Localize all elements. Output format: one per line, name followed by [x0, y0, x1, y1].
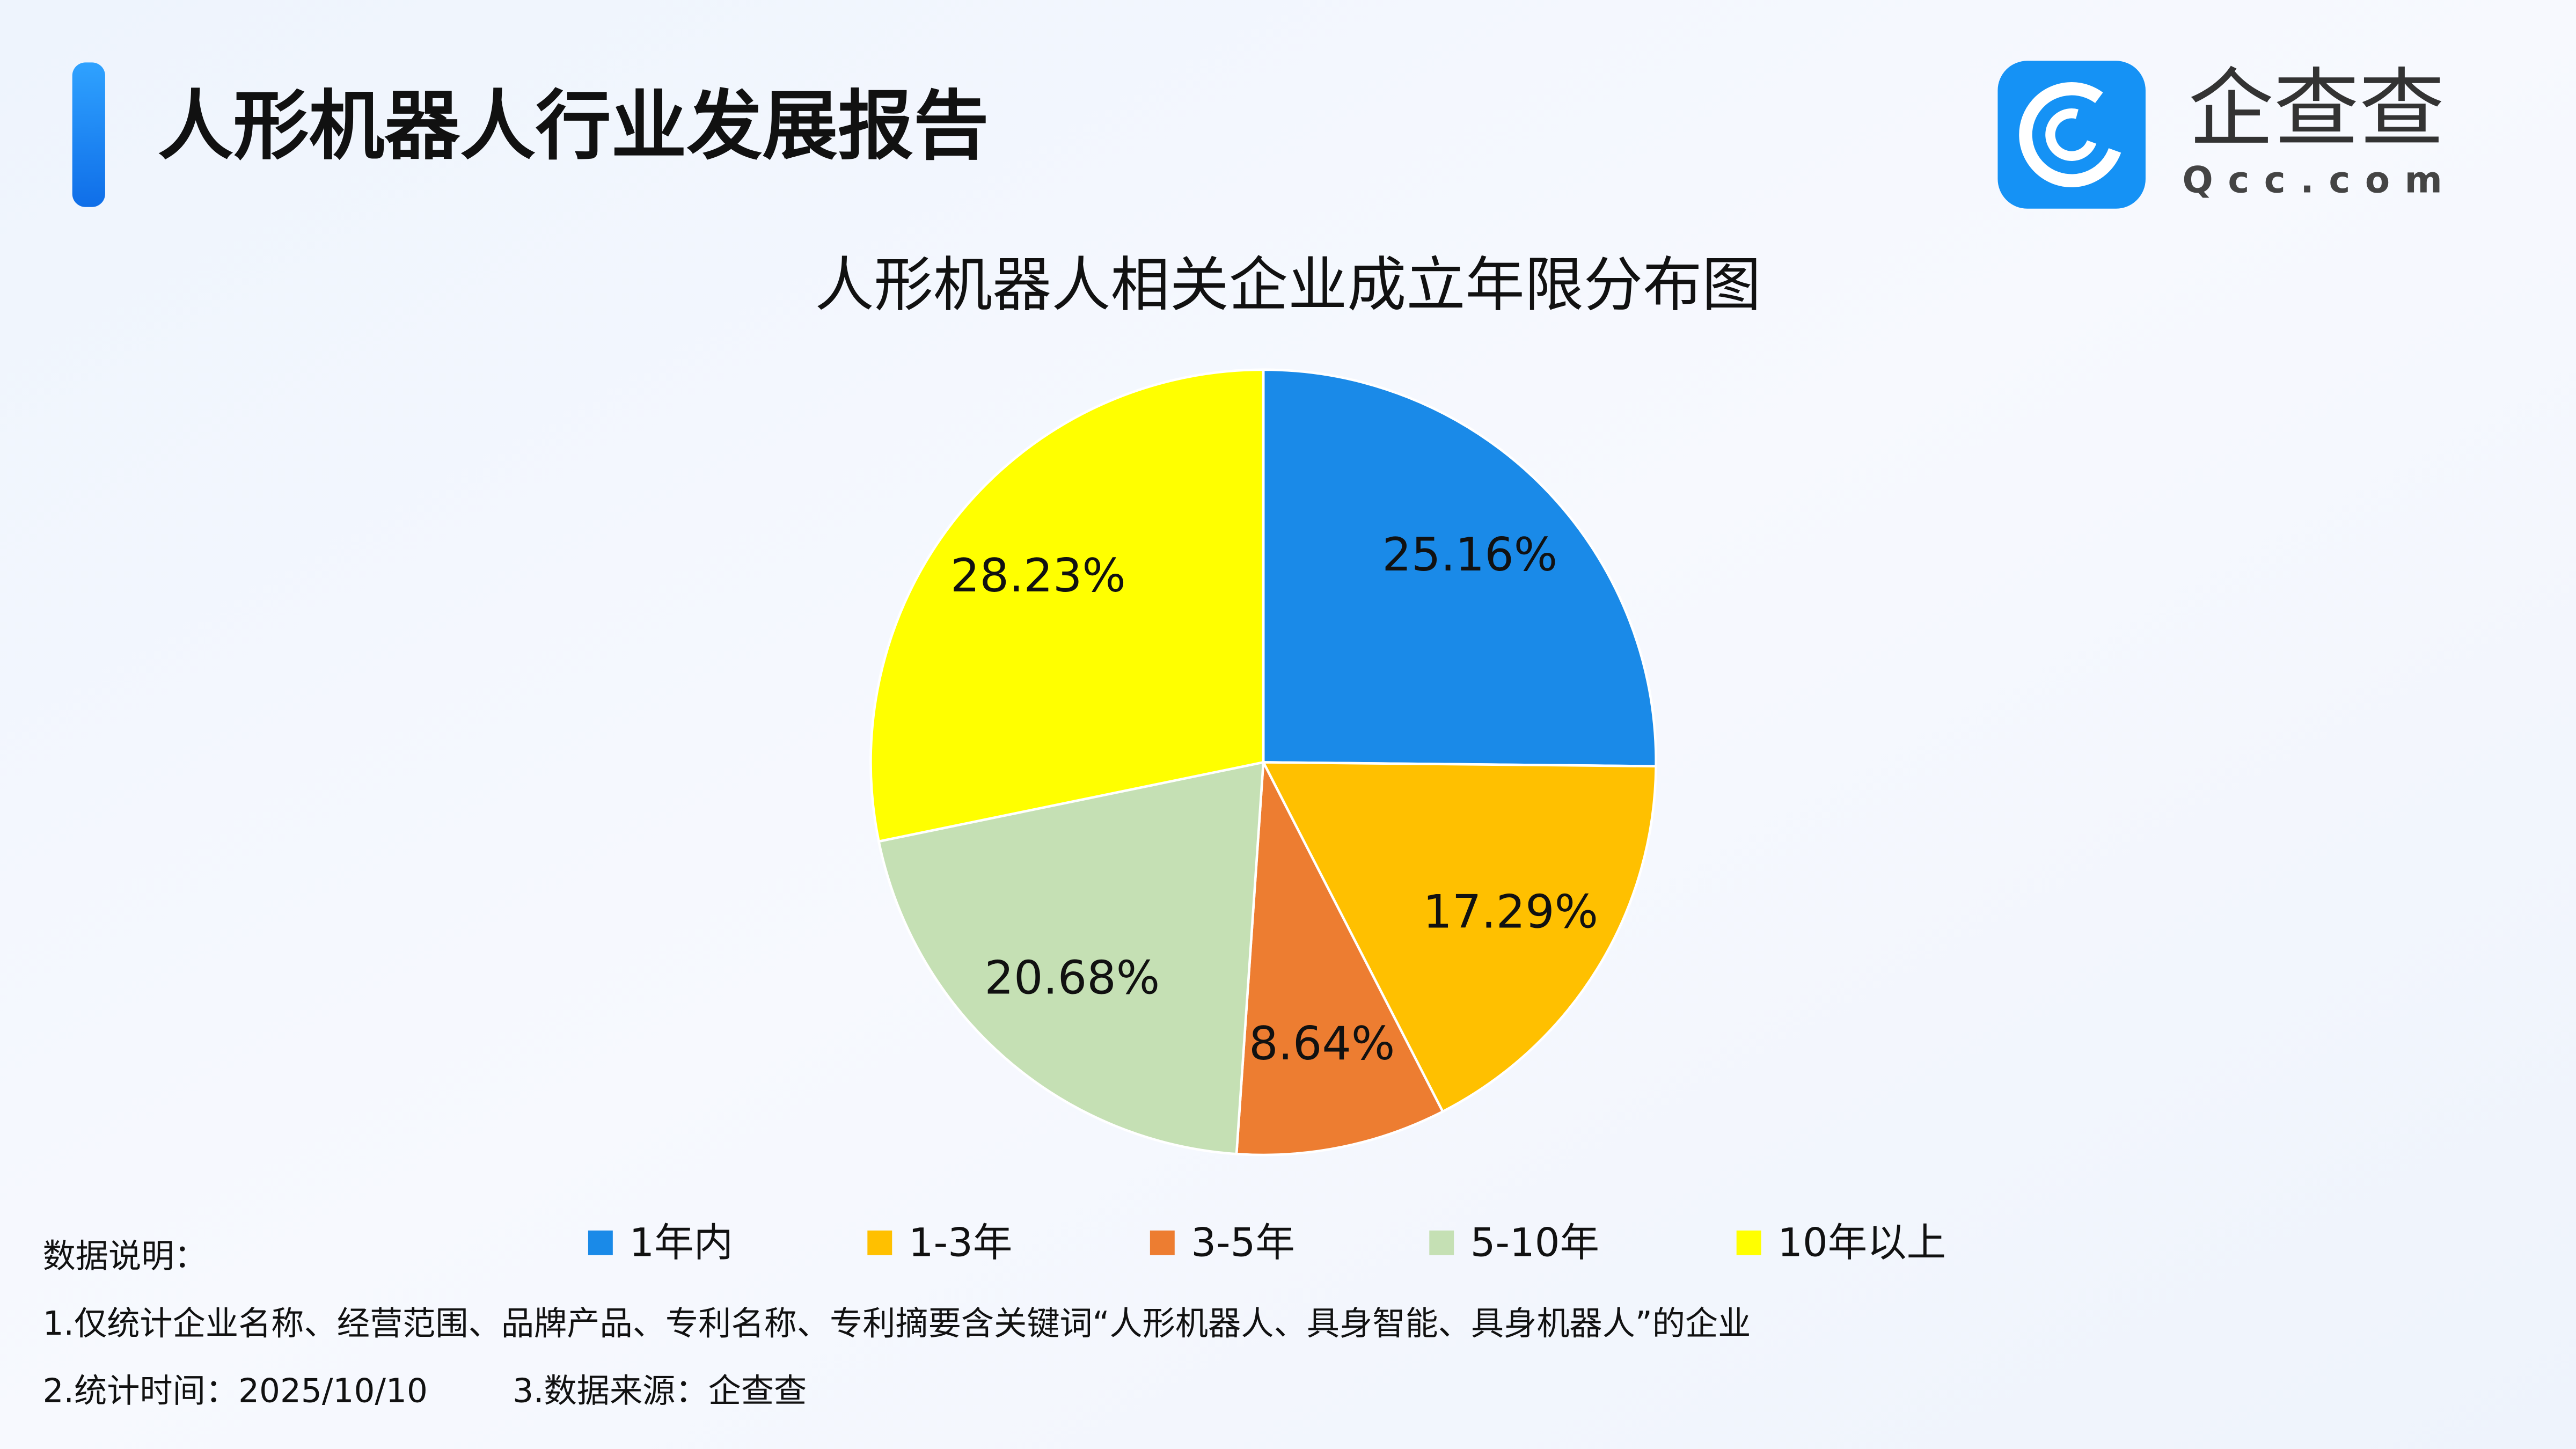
- pie-slice: [1235, 758, 1445, 1157]
- note-line: 2.统计时间：2025/10/10: [43, 1372, 428, 1410]
- pie: 25.16% 17.29% 8.64% 20.68% 28.23%: [869, 368, 1658, 1157]
- title-accent: [72, 62, 105, 207]
- legend: 1年内 1-3年 3-5年 5-10年 10年以上: [588, 1220, 1946, 1265]
- legend-label: 1-3年: [909, 1220, 1012, 1265]
- logo-ring: [2019, 82, 2125, 187]
- legend-swatch: [588, 1230, 613, 1255]
- logo: 企查查 Qcc.com: [1997, 59, 2457, 209]
- notes-heading: 数据说明：: [43, 1237, 207, 1275]
- data-label: 20.68%: [984, 952, 1160, 1005]
- data-label: 17.29%: [1423, 885, 1598, 939]
- logo-name: 企查查: [2189, 59, 2445, 159]
- legend-swatch: [1429, 1230, 1454, 1255]
- legend-swatch: [1150, 1230, 1175, 1255]
- data-label: 8.64%: [1249, 1017, 1395, 1071]
- pie-slice: [1262, 368, 1657, 768]
- pie-slice: [877, 760, 1265, 1155]
- legend-swatch: [867, 1230, 892, 1255]
- legend-label: 5-10年: [1470, 1220, 1599, 1265]
- report-title: 人形机器人行业发展报告: [158, 82, 989, 170]
- note-line: 3.数据来源：企查查: [513, 1372, 807, 1410]
- pie-slice: [869, 368, 1265, 843]
- note-line: 1.仅统计企业名称、经营范围、品牌产品、专利名称、专利摘要含关键词“人形机器人、…: [43, 1305, 1751, 1343]
- logo-url: Qcc.com: [2183, 158, 2457, 201]
- legend-label: 10年以上: [1777, 1220, 1946, 1265]
- chart-title: 人形机器人相关企业成立年限分布图: [815, 251, 1761, 319]
- data-label: 28.23%: [950, 549, 1126, 603]
- data-label: 25.16%: [1382, 528, 1557, 582]
- legend-label: 1年内: [629, 1220, 733, 1265]
- legend-label: 3-5年: [1191, 1220, 1294, 1265]
- pie-slice: [1261, 761, 1658, 1114]
- legend-swatch: [1736, 1230, 1761, 1255]
